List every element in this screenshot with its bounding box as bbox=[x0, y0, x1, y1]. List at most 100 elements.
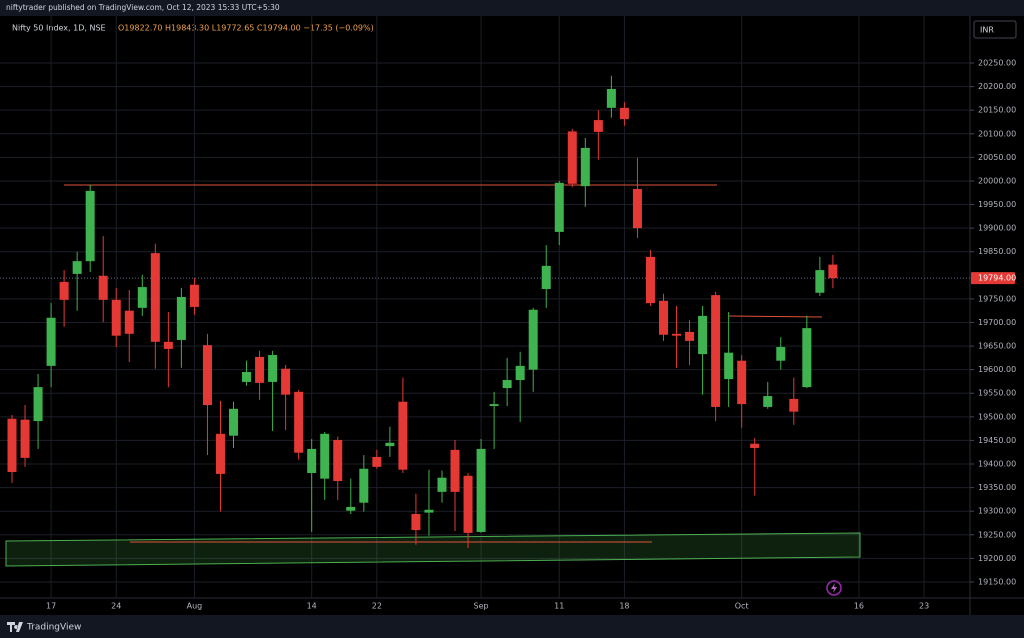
candle-body bbox=[619, 107, 629, 120]
candle-body bbox=[111, 299, 121, 336]
last-price-box bbox=[971, 272, 1015, 285]
x-tick-label: 17 bbox=[46, 602, 56, 611]
y-tick-label: 20100.00 bbox=[978, 129, 1016, 138]
y-tick-label: 19750.00 bbox=[978, 294, 1016, 303]
candle-body bbox=[606, 88, 616, 108]
candle-body bbox=[46, 317, 56, 366]
y-tick-label: 19700.00 bbox=[978, 318, 1016, 327]
x-tick-label: Aug bbox=[187, 602, 203, 611]
brand: TradingView bbox=[26, 623, 81, 633]
y-tick-label: 19450.00 bbox=[978, 436, 1016, 445]
last-price-label: 19794.00 bbox=[978, 274, 1016, 283]
x-tick-label: 11 bbox=[554, 602, 564, 611]
candle-body bbox=[7, 418, 17, 473]
y-tick-label: 19650.00 bbox=[978, 342, 1016, 351]
candle-body bbox=[711, 295, 721, 407]
candle-body bbox=[815, 270, 825, 293]
candle-body bbox=[750, 443, 760, 448]
candle-body bbox=[776, 347, 786, 361]
candle-body bbox=[307, 448, 317, 473]
candle-body bbox=[333, 439, 343, 481]
y-tick-label: 19300.00 bbox=[978, 507, 1016, 516]
candle-body bbox=[593, 120, 603, 132]
candle-body bbox=[72, 261, 82, 274]
currency-button[interactable] bbox=[973, 20, 1017, 39]
candle-body bbox=[789, 398, 799, 412]
candle-body bbox=[98, 275, 108, 300]
candle-body bbox=[359, 468, 369, 503]
y-tick-label: 20050.00 bbox=[978, 153, 1016, 162]
candle-body bbox=[189, 284, 199, 307]
candle-body bbox=[320, 433, 330, 479]
candle-body bbox=[698, 315, 708, 355]
y-tick-label: 19250.00 bbox=[978, 530, 1016, 539]
candle-body bbox=[137, 287, 147, 308]
ohlc-header: O19822.70 H19843.30 L19772.65 C19794.00 … bbox=[118, 24, 374, 33]
candle-body bbox=[176, 297, 186, 340]
candle-body bbox=[20, 419, 30, 458]
candle-body bbox=[737, 360, 747, 405]
y-tick-label: 19350.00 bbox=[978, 483, 1016, 492]
alert-icon[interactable] bbox=[826, 580, 842, 596]
y-tick-label: 19500.00 bbox=[978, 412, 1016, 421]
candle-body bbox=[567, 131, 577, 184]
candle-body bbox=[554, 182, 564, 232]
footer-bar bbox=[0, 615, 1024, 638]
candle-body bbox=[150, 253, 160, 342]
currency: INR bbox=[980, 26, 994, 35]
candle-body bbox=[632, 188, 642, 229]
candle-body bbox=[33, 387, 43, 422]
candle-body bbox=[215, 433, 225, 474]
y-tick-label: 19550.00 bbox=[978, 389, 1016, 398]
candle-body bbox=[281, 368, 291, 395]
candle-body bbox=[528, 309, 538, 370]
x-tick-label: Oct bbox=[735, 602, 749, 611]
candle-body bbox=[476, 448, 486, 532]
candle-body bbox=[163, 341, 173, 349]
y-tick-label: 19600.00 bbox=[978, 365, 1016, 374]
y-tick-label: 20150.00 bbox=[978, 106, 1016, 115]
candle-body bbox=[424, 509, 434, 513]
candle-body bbox=[411, 514, 421, 531]
x-tick-label: 14 bbox=[307, 602, 317, 611]
candle-body bbox=[255, 356, 265, 383]
candle-body bbox=[346, 506, 356, 511]
y-tick-label: 19400.00 bbox=[978, 460, 1016, 469]
candle-body bbox=[463, 475, 473, 533]
candle-body bbox=[85, 190, 95, 262]
x-tick-label: 24 bbox=[111, 602, 121, 611]
x-tick-label: 16 bbox=[854, 602, 864, 611]
candle-body bbox=[59, 281, 69, 300]
caption: niftytrader published on TradingView.com… bbox=[6, 3, 280, 12]
channel-zone bbox=[5, 532, 861, 567]
candle-body bbox=[645, 256, 655, 304]
y-tick-label: 19200.00 bbox=[978, 554, 1016, 563]
symbol-title: Nifty 50 Index, 1D, NSE bbox=[12, 24, 106, 33]
candle-body bbox=[580, 147, 590, 187]
candle-body bbox=[372, 456, 382, 467]
candle-body bbox=[502, 380, 512, 389]
y-tick-label: 19150.00 bbox=[978, 577, 1016, 586]
x-tick-label: 23 bbox=[919, 602, 929, 611]
candle-body bbox=[489, 404, 499, 406]
candle-body bbox=[659, 300, 668, 335]
alert-icon-bolt bbox=[831, 583, 837, 593]
candle-body bbox=[672, 333, 682, 336]
candle-body bbox=[685, 331, 695, 341]
candle-body bbox=[124, 310, 134, 334]
candle-body bbox=[724, 352, 734, 380]
candle-body bbox=[229, 408, 239, 436]
y-tick-label: 19950.00 bbox=[978, 200, 1016, 209]
candle-body bbox=[437, 477, 447, 492]
candle-body bbox=[268, 355, 278, 382]
y-tick-label: 20000.00 bbox=[978, 176, 1016, 185]
candle-body bbox=[763, 396, 773, 407]
y-tick-label: 20200.00 bbox=[978, 82, 1016, 91]
candle-body bbox=[450, 449, 460, 492]
candle-body bbox=[541, 265, 551, 289]
candle-body bbox=[294, 391, 304, 453]
candle-body bbox=[398, 401, 408, 470]
